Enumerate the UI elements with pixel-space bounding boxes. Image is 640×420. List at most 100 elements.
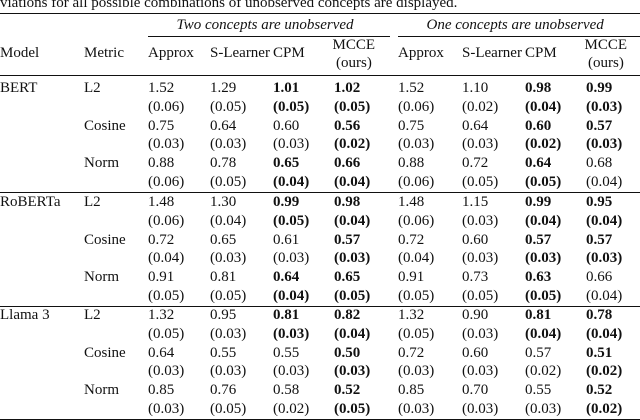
cell-std: (0.03) (273, 136, 310, 152)
cell-value: 0.66 (334, 155, 361, 171)
cell-value: 0.60 (462, 344, 489, 361)
cell-value: 0.65 (334, 269, 361, 285)
cell-std: (0.03) (273, 363, 310, 379)
cell-std: (0.05) (462, 173, 499, 190)
cell-std: (0.03) (462, 136, 499, 152)
cell-value: 0.90 (462, 307, 489, 323)
cell-value: 0.60 (273, 117, 300, 134)
cell-std: (0.05) (210, 287, 247, 304)
rule (398, 36, 640, 37)
cell-value: 0.82 (334, 307, 361, 323)
cell-std: (0.05) (148, 287, 185, 304)
metric-name: Norm (84, 382, 119, 398)
cell-value: 0.95 (586, 194, 613, 210)
cell-value: 0.88 (398, 155, 425, 171)
cell-value: 0.72 (462, 155, 489, 171)
cell-std: (0.04) (525, 98, 562, 115)
cell-std: (0.05) (210, 98, 247, 115)
cell-value: 1.02 (334, 80, 361, 96)
cell-std: (0.04) (334, 212, 371, 229)
metric-name: L2 (84, 80, 101, 96)
metric-name: Norm (84, 269, 119, 285)
cell-value: 0.91 (398, 269, 425, 285)
cell-std: (0.02) (525, 136, 562, 152)
cell-std: (0.05) (334, 287, 371, 304)
cell-std: (0.03) (210, 136, 247, 152)
cell-value: 0.63 (525, 269, 552, 285)
cell-std: (0.02) (586, 400, 623, 417)
cell-value: 0.95 (210, 307, 237, 323)
cell-value: 1.32 (148, 307, 175, 323)
cell-std: (0.04) (586, 212, 623, 229)
cell-std: (0.05) (273, 212, 310, 229)
cell-std: (0.06) (398, 173, 435, 190)
cell-value: 0.65 (273, 155, 300, 171)
cell-std: (0.06) (148, 98, 185, 115)
cell-value: 0.57 (334, 231, 361, 248)
cell-std: (0.02) (273, 400, 310, 417)
cell-value: 1.10 (462, 80, 489, 96)
group-header: Two concepts are unobserved (176, 17, 354, 33)
cell-value: 0.57 (586, 231, 613, 248)
cell-value: 0.52 (334, 382, 361, 398)
column-header: MCCE (584, 37, 628, 53)
cell-value: 0.56 (334, 117, 361, 134)
cell-std: (0.04) (525, 325, 562, 342)
cell-value: 0.51 (586, 344, 613, 361)
cell-std: (0.05) (334, 98, 371, 115)
column-header: (ours) (588, 55, 624, 71)
cell-std: (0.05) (334, 400, 371, 417)
cell-std: (0.05) (210, 400, 247, 417)
cell-value: 0.55 (273, 344, 300, 361)
cell-std: (0.04) (148, 250, 185, 266)
cell-std: (0.05) (525, 173, 562, 190)
cell-value: 0.70 (462, 382, 489, 398)
cell-std: (0.04) (525, 212, 562, 229)
cell-value: 0.99 (273, 194, 300, 210)
cell-std: (0.05) (273, 98, 310, 115)
rule (0, 306, 640, 307)
metric-name: Cosine (84, 344, 126, 361)
cell-value: 0.55 (210, 344, 237, 361)
cell-std: (0.03) (586, 250, 623, 266)
cell-value: 1.52 (148, 80, 175, 96)
cell-std: (0.05) (525, 287, 562, 304)
cell-value: 1.48 (398, 194, 425, 210)
cell-value: 0.81 (525, 307, 552, 323)
cell-value: 0.99 (586, 80, 613, 96)
column-header: CPM (525, 45, 557, 61)
cell-std: (0.04) (210, 212, 247, 229)
cell-value: 0.91 (148, 269, 175, 285)
column-header: Approx (398, 45, 444, 61)
cell-std: (0.03) (273, 250, 310, 266)
column-header: Approx (148, 45, 194, 61)
cell-value: 0.68 (586, 155, 613, 171)
cell-std: (0.04) (273, 173, 310, 190)
cell-value: 1.30 (210, 194, 237, 210)
cell-std: (0.03) (586, 98, 623, 115)
cell-value: 0.57 (525, 344, 552, 361)
column-header: S-Learner (210, 45, 270, 61)
cell-std: (0.05) (398, 325, 435, 342)
cell-std: (0.05) (148, 325, 185, 342)
cell-value: 0.66 (586, 269, 613, 285)
cell-value: 0.85 (398, 382, 425, 398)
model-name: Llama 3 (0, 307, 50, 323)
cell-std: (0.05) (398, 287, 435, 304)
cell-value: 0.65 (210, 231, 237, 248)
model-name: BERT (0, 80, 38, 96)
cell-std: (0.03) (462, 250, 499, 266)
cell-std: (0.06) (398, 98, 435, 115)
group-header: One concepts are unobserved (426, 17, 604, 33)
column-header: Metric (84, 45, 124, 61)
cell-value: 0.57 (525, 231, 552, 248)
cell-value: 0.76 (210, 382, 237, 398)
cell-value: 0.64 (210, 117, 237, 134)
metric-name: Norm (84, 155, 119, 171)
cell-value: 0.75 (148, 117, 175, 134)
cell-std: (0.03) (462, 212, 499, 229)
cell-value: 1.52 (398, 80, 425, 96)
cell-std: (0.03) (462, 363, 499, 379)
cell-value: 0.55 (525, 382, 552, 398)
